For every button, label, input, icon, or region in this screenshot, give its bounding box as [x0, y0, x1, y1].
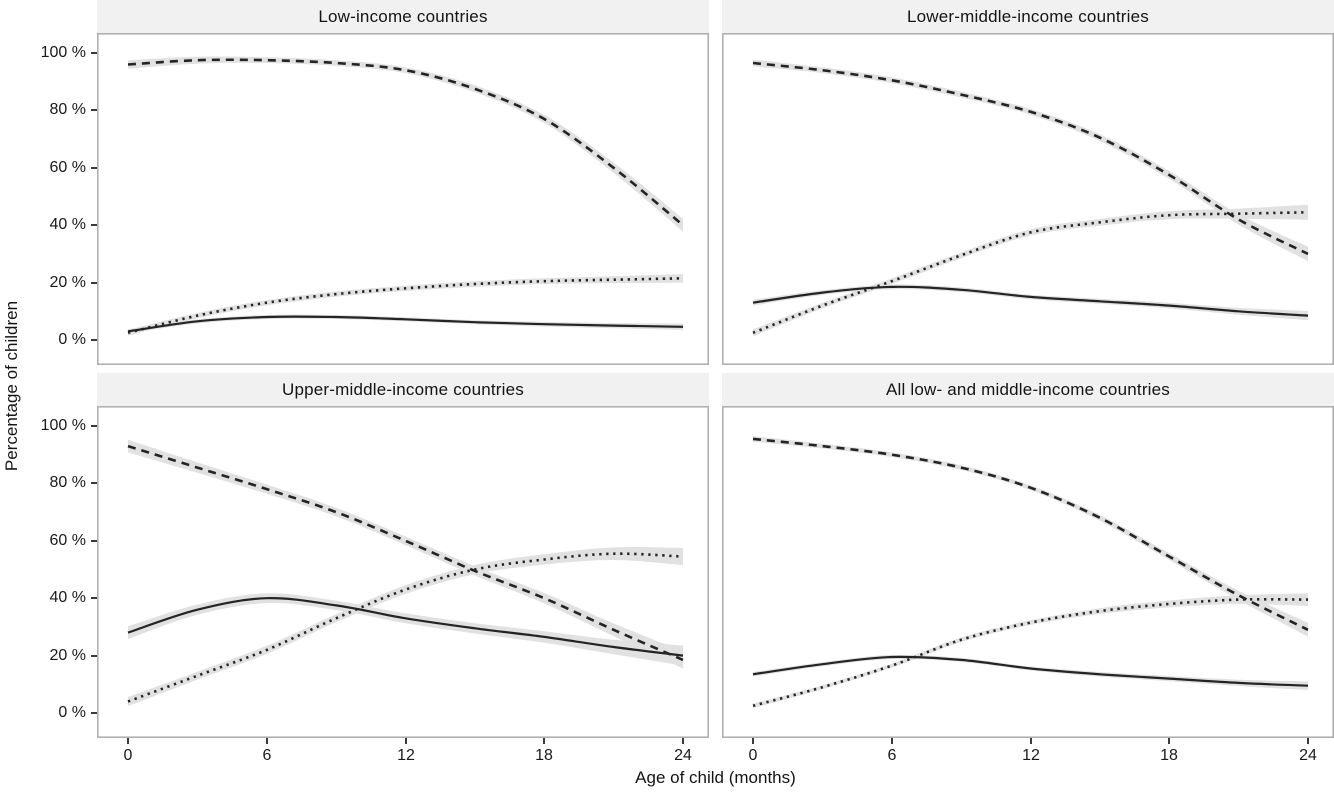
- facet-title: Lower-middle-income countries: [906, 6, 1149, 26]
- x-tick-label: 24: [1299, 747, 1317, 764]
- dotted-confidence-band: [753, 593, 1308, 709]
- x-tick-mark: [1030, 738, 1032, 744]
- y-tick-mark: [91, 282, 97, 284]
- facet-title: Upper-middle-income countries: [281, 379, 524, 399]
- y-tick-label: 100 %: [40, 417, 86, 434]
- x-tick-label: 24: [674, 747, 692, 764]
- y-tick-label: 100 %: [40, 44, 86, 61]
- panel-all-countries: [722, 406, 1334, 738]
- panel-border: [722, 33, 1334, 365]
- x-tick-label: 12: [397, 747, 415, 764]
- y-tick-label: 40 %: [49, 216, 86, 233]
- x-axis-title: Age of child (months): [635, 768, 796, 787]
- panel-border: [97, 33, 709, 365]
- y-tick-mark: [91, 712, 97, 714]
- solid-confidence-band: [128, 314, 683, 334]
- dashed-confidence-band: [753, 436, 1308, 637]
- panel-upper-middle-income: [97, 406, 709, 738]
- facet-title: Low-income countries: [318, 6, 488, 26]
- x-tick-mark: [405, 738, 407, 744]
- y-tick-mark: [91, 425, 97, 427]
- panel-plot-area: [722, 33, 1334, 365]
- x-tick-label: 12: [1022, 747, 1040, 764]
- y-tick-mark: [91, 224, 97, 226]
- panel-plot-area: [97, 33, 709, 365]
- panel-lower-middle-income: [722, 33, 1334, 365]
- y-tick-mark: [91, 597, 97, 599]
- x-tick-mark: [127, 738, 129, 744]
- facet-title: All low- and middle-income countries: [885, 379, 1171, 399]
- facet-strip-all-countries: All low- and middle-income countries: [722, 373, 1334, 406]
- dotted-confidence-band: [753, 204, 1308, 337]
- dashed-line: [127, 58, 684, 227]
- y-tick-label: 20 %: [49, 274, 86, 291]
- y-tick-label: 40 %: [49, 589, 86, 606]
- panel-low-income: [97, 33, 709, 365]
- panel-border: [722, 406, 1334, 738]
- y-tick-label: 80 %: [49, 101, 86, 118]
- solid-line: [127, 315, 684, 333]
- y-tick-label: 0 %: [58, 331, 86, 348]
- x-tick-mark: [543, 738, 545, 744]
- panel-border: [97, 406, 709, 738]
- x-tick-label: 6: [887, 747, 897, 764]
- x-tick-mark: [682, 738, 684, 744]
- x-tick-label: 6: [262, 747, 272, 764]
- x-tick-mark: [266, 738, 268, 744]
- y-axis-title: Percentage of children: [2, 300, 21, 472]
- panel-plot-area: [722, 406, 1334, 738]
- y-tick-label: 60 %: [49, 532, 86, 549]
- solid-line: [127, 597, 684, 657]
- y-tick-mark: [91, 167, 97, 169]
- y-tick-mark: [91, 482, 97, 484]
- dotted-line: [752, 597, 1309, 708]
- y-tick-mark: [91, 109, 97, 111]
- y-tick-label: 60 %: [49, 159, 86, 176]
- facet-strip-upper-middle-income: Upper-middle-income countries: [97, 373, 709, 406]
- solid-line: [752, 285, 1309, 317]
- x-tick-mark: [1307, 738, 1309, 744]
- y-tick-mark: [91, 52, 97, 54]
- x-tick-label: 18: [1160, 747, 1178, 764]
- x-tick-label: 0: [748, 747, 758, 764]
- panel-plot-area: [97, 406, 709, 738]
- dashed-line: [127, 444, 684, 662]
- facet-strip-lower-middle-income: Lower-middle-income countries: [722, 0, 1334, 33]
- y-tick-mark: [91, 540, 97, 542]
- y-tick-label: 80 %: [49, 474, 86, 491]
- solid-confidence-band: [753, 654, 1308, 690]
- dotted-confidence-band: [128, 274, 683, 336]
- dotted-line: [752, 211, 1309, 335]
- dotted-line: [127, 552, 684, 703]
- dotted-line: [127, 277, 684, 335]
- x-tick-mark: [891, 738, 893, 744]
- y-tick-mark: [91, 655, 97, 657]
- x-tick-mark: [752, 738, 754, 744]
- dashed-confidence-band: [128, 56, 683, 232]
- solid-line: [752, 655, 1309, 687]
- y-tick-mark: [91, 339, 97, 341]
- x-tick-mark: [1168, 738, 1170, 744]
- dashed-line: [752, 437, 1309, 631]
- x-tick-label: 0: [123, 747, 133, 764]
- x-tick-label: 18: [535, 747, 553, 764]
- y-tick-label: 20 %: [49, 647, 86, 664]
- dashed-line: [752, 61, 1309, 256]
- facet-strip-low-income: Low-income countries: [97, 0, 709, 33]
- y-tick-label: 0 %: [58, 704, 86, 721]
